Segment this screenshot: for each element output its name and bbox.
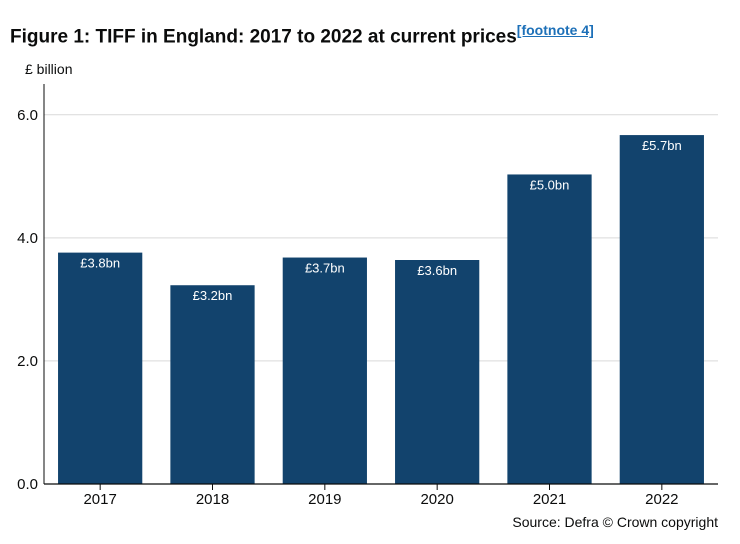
x-tick-label: 2020 — [420, 491, 453, 508]
chart-title: Figure 1: TIFF in England: 2017 to 2022 … — [10, 22, 594, 48]
bar-2022[interactable] — [619, 135, 704, 485]
data-label: £3.7bn — [305, 261, 345, 276]
gridlines — [44, 114, 718, 362]
data-label: £3.6bn — [417, 263, 457, 278]
footnote-link[interactable]: [footnote 4] — [516, 22, 594, 38]
bars: £3.8bn £3.2bn £3.7bn £3.6bn £5.0bn £5.7bn — [58, 135, 704, 485]
y-tick-label: 2.0 — [17, 353, 38, 370]
bar-2019[interactable] — [282, 257, 367, 484]
x-tick-label: 2022 — [645, 491, 678, 508]
bar-2017[interactable] — [58, 252, 143, 484]
bar-2020[interactable] — [395, 260, 480, 484]
data-label: £3.8bn — [80, 256, 120, 271]
data-label: £5.0bn — [530, 177, 570, 192]
x-tick-label: 2017 — [83, 491, 116, 508]
x-tick-label: 2018 — [196, 491, 229, 508]
chart-title-text: Figure 1: TIFF in England: 2017 to 2022 … — [10, 26, 517, 48]
bar-2018[interactable] — [170, 285, 255, 484]
y-tick-label: 0.0 — [17, 476, 38, 493]
x-tick-label: 2021 — [533, 491, 566, 508]
axes: 0.0 2.0 4.0 6.0 2017 2018 2019 2020 2021 2022 — [17, 84, 718, 508]
data-label: £5.7bn — [642, 138, 682, 153]
data-label: £3.2bn — [193, 288, 233, 303]
bar-2021[interactable] — [507, 174, 592, 484]
source-note: Source: Defra © Crown copyright — [512, 514, 718, 530]
x-tick-label: 2019 — [308, 491, 341, 508]
y-tick-label: 6.0 — [17, 107, 38, 124]
y-tick-label: 4.0 — [17, 230, 38, 247]
y-axis-label: £ billion — [25, 61, 72, 77]
